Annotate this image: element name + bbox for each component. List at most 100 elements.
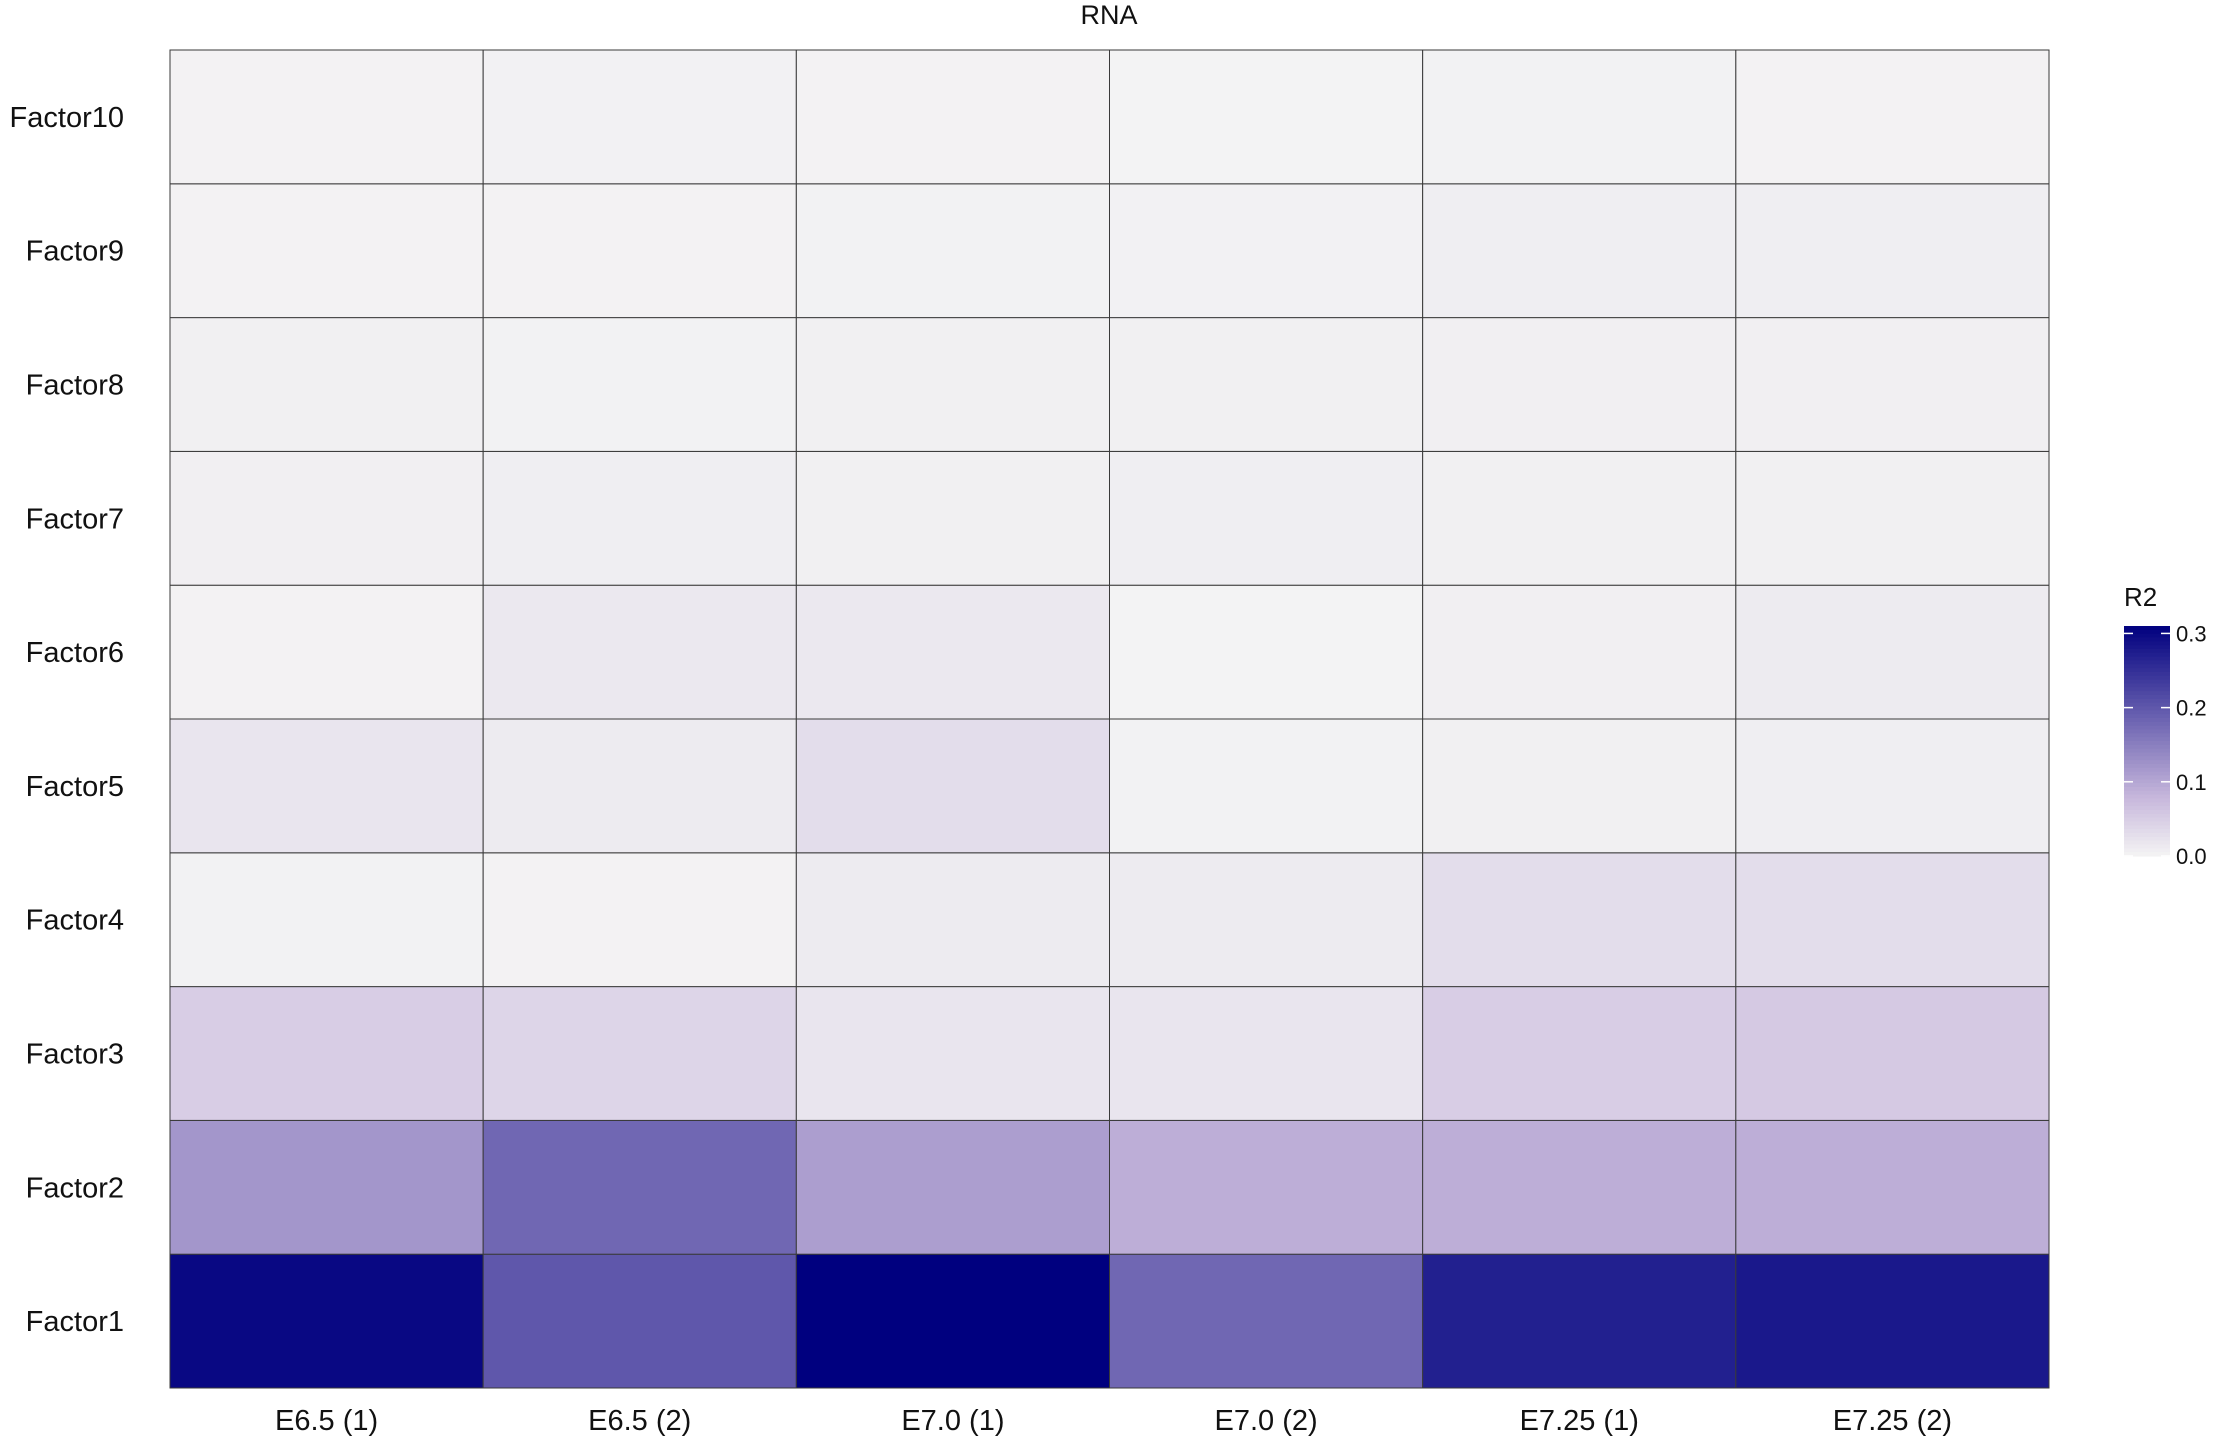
heatmap-cell — [169, 584, 484, 720]
legend-gradient-step — [2124, 848, 2170, 853]
heatmap-cell — [1735, 852, 2050, 988]
heatmap-cell — [482, 1253, 797, 1389]
legend-gradient-step — [2124, 668, 2170, 673]
legend-gradient-step — [2124, 821, 2170, 826]
legend-title: R2 — [2124, 582, 2157, 612]
y-tick-label: Factor7 — [26, 503, 124, 535]
heatmap-cell — [1109, 49, 1424, 185]
chart-title: RNA — [1080, 0, 1137, 30]
x-tick-label: E6.5 (2) — [588, 1405, 691, 1437]
legend-gradient-step — [2124, 852, 2170, 857]
x-tick-label: E7.25 (1) — [1520, 1405, 1639, 1437]
heatmap-cell — [169, 718, 484, 854]
legend-gradient-step — [2124, 683, 2170, 688]
color-legend: R2 0.0 0.1 0.2 0.3 — [2124, 582, 2207, 869]
legend-gradient-step — [2124, 825, 2170, 830]
heatmap-cell — [482, 49, 797, 185]
legend-gradient-step — [2124, 714, 2170, 719]
legend-gradient-step — [2124, 787, 2170, 792]
legend-gradient-step — [2124, 829, 2170, 834]
y-tick-label: Factor9 — [26, 236, 124, 268]
y-axis-labels: Factor1 Factor2 Factor3 Factor4 Factor5 Facto… — [10, 102, 124, 1338]
legend-gradient-step — [2124, 767, 2170, 773]
legend-gradient-step — [2124, 783, 2170, 788]
legend-gradient-step — [2124, 752, 2170, 757]
heatmap-cell — [1422, 49, 1737, 185]
x-tick-label: E7.0 (2) — [1214, 1405, 1317, 1437]
heatmap-cell — [169, 49, 484, 185]
legend-gradient-step — [2124, 794, 2170, 800]
legend-gradient-step — [2124, 813, 2170, 819]
heatmap-cell — [169, 317, 484, 452]
heatmap-cell — [795, 718, 1110, 854]
legend-gradient-step — [2124, 672, 2170, 677]
heatmap-cell — [169, 183, 484, 319]
legend-gradient-step — [2124, 687, 2170, 692]
heatmap-cell — [795, 584, 1110, 720]
heatmap-cell — [1422, 183, 1737, 319]
legend-gradient-step — [2124, 698, 2170, 704]
heatmap-cell — [482, 183, 797, 319]
legend-gradient-step — [2124, 840, 2170, 846]
legend-gradient-step — [2124, 660, 2170, 665]
heatmap-cell — [1109, 1253, 1424, 1389]
heatmap-cell — [1109, 317, 1424, 452]
legend-gradient-step — [2124, 664, 2170, 669]
heatmap-cell — [1109, 450, 1424, 586]
heatmap-cell — [795, 183, 1110, 319]
legend-gradient-step — [2124, 764, 2170, 769]
legend-gradient-step — [2124, 691, 2170, 696]
heatmap-cell — [1109, 986, 1424, 1121]
heatmap-cell — [795, 317, 1110, 452]
legend-gradient-step — [2124, 779, 2170, 784]
heatmap-cell — [1109, 852, 1424, 988]
legend-gradient-step — [2124, 645, 2170, 650]
heatmap-cells — [169, 49, 2050, 1389]
heatmap-cell — [795, 986, 1110, 1121]
heatmap-cell — [482, 450, 797, 586]
legend-gradient-step — [2124, 733, 2170, 738]
legend-gradient-step — [2124, 679, 2170, 685]
legend-tick-label: 0.2 — [2176, 696, 2207, 721]
legend-gradient-step — [2124, 649, 2170, 654]
legend-gradient-step — [2124, 744, 2170, 750]
heatmap-cell — [1735, 450, 2050, 586]
heatmap-cell — [795, 1253, 1110, 1389]
legend-gradient-step — [2124, 810, 2170, 815]
heatmap-cell — [1109, 1119, 1424, 1255]
heatmap-cell — [1422, 584, 1737, 720]
legend-gradient-step — [2124, 629, 2170, 635]
heatmap-cell — [1422, 1253, 1737, 1389]
legend-gradient-step — [2124, 652, 2170, 658]
legend-gradient-step — [2124, 756, 2170, 761]
heatmap-cell — [169, 1119, 484, 1255]
legend-gradient-step — [2124, 760, 2170, 765]
heatmap-cell — [482, 852, 797, 988]
x-tick-label: E7.0 (1) — [901, 1405, 1004, 1437]
heatmap-cell — [1422, 1119, 1737, 1255]
legend-gradient-step — [2124, 626, 2170, 631]
heatmap-cell — [1422, 852, 1737, 988]
heatmap-cell — [1735, 584, 2050, 720]
legend-gradient-step — [2124, 802, 2170, 807]
legend-tick-label: 0.3 — [2176, 621, 2207, 646]
legend-gradient-step — [2124, 675, 2170, 681]
legend-gradient-step — [2124, 836, 2170, 842]
legend-gradient-step — [2124, 729, 2170, 734]
legend-gradient-step — [2124, 775, 2170, 780]
legend-gradient-step — [2124, 702, 2170, 708]
y-tick-label: Factor1 — [26, 1306, 124, 1338]
heatmap-cell — [169, 852, 484, 988]
y-tick-label: Factor5 — [26, 771, 124, 803]
heatmap-cell — [482, 1119, 797, 1255]
legend-gradient-step — [2124, 637, 2170, 642]
legend-gradient-step — [2124, 718, 2170, 723]
heatmap-cell — [795, 49, 1110, 185]
legend-tick-label: 0.1 — [2176, 770, 2207, 795]
legend-gradient-step — [2124, 817, 2170, 823]
legend-gradient-step — [2124, 806, 2170, 811]
heatmap-cell — [169, 986, 484, 1121]
legend-gradient-step — [2124, 833, 2170, 838]
heatmap-cell — [795, 852, 1110, 988]
heatmap-cell — [1422, 450, 1737, 586]
